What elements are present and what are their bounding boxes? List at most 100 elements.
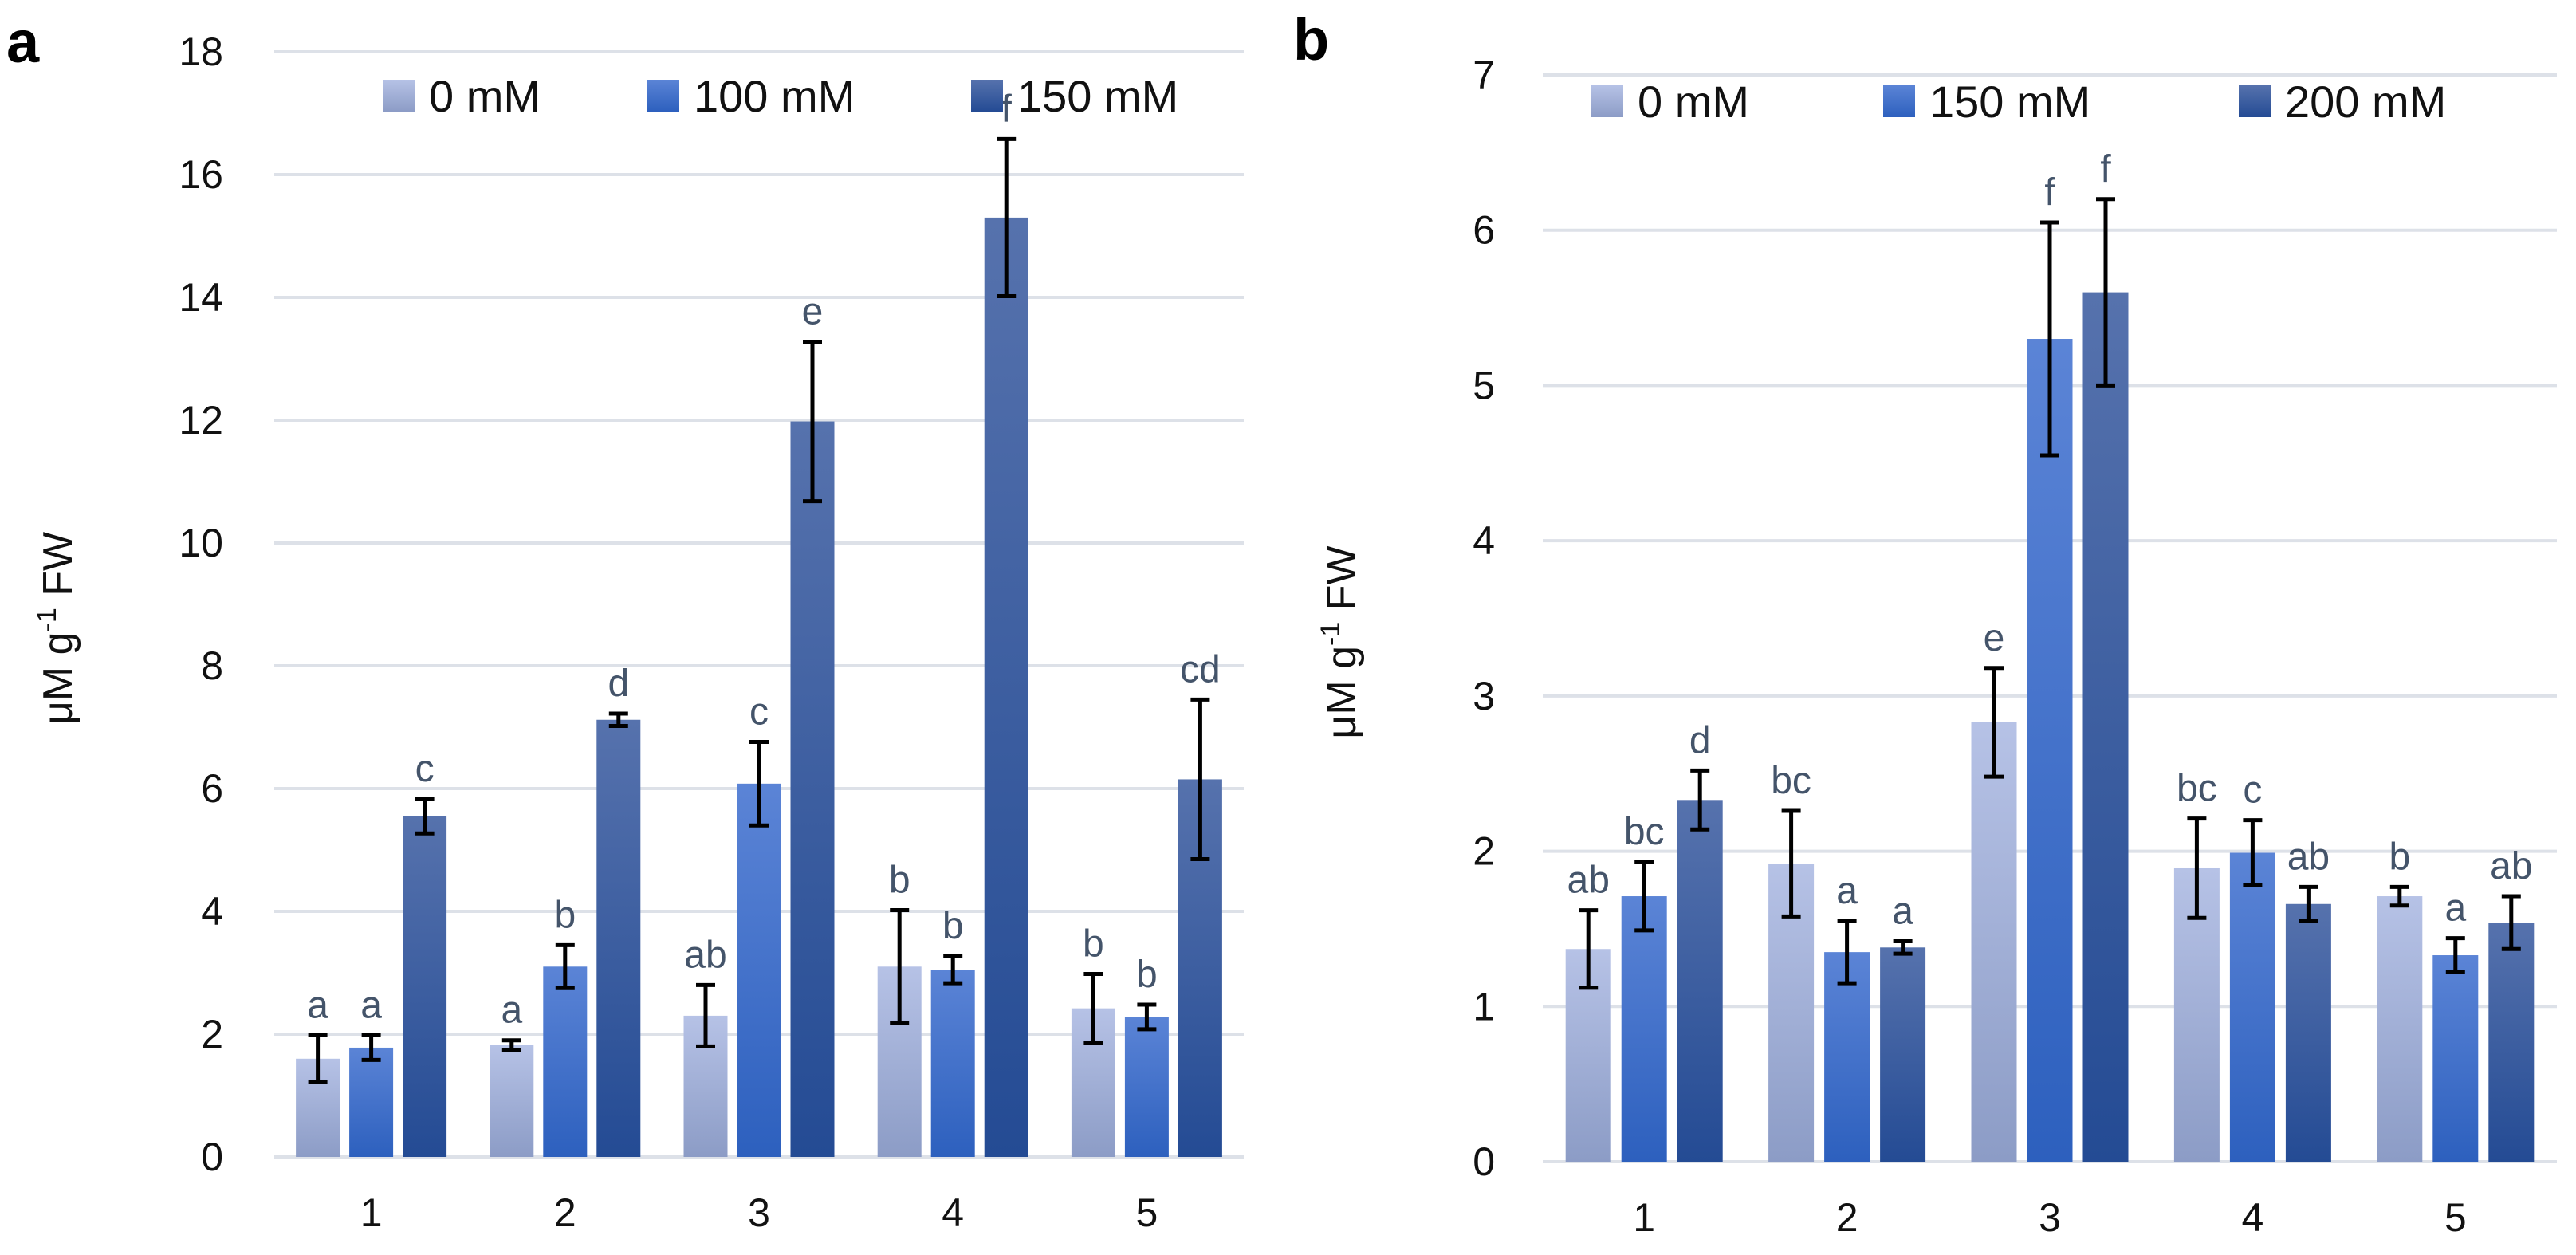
significance-letter: a (360, 985, 382, 1027)
bar (737, 783, 781, 1157)
significance-letter: b (2389, 836, 2410, 878)
bar (2027, 339, 2073, 1162)
legend-swatch (1883, 85, 1915, 117)
y-tick-label: 3 (1473, 674, 1495, 718)
bar (2377, 896, 2423, 1162)
y-tick-label: 18 (179, 30, 223, 74)
legend-label: 150 mM (1929, 77, 2090, 127)
bar (2488, 923, 2535, 1162)
legend-label: 0 mM (429, 71, 541, 121)
x-tick-label: 2 (554, 1190, 576, 1235)
y-axis-label-sup: -1 (1316, 622, 1346, 646)
y-tick-label: 12 (179, 398, 223, 443)
bar (984, 217, 1028, 1157)
y-tick-label: 16 (179, 152, 223, 197)
bar (1971, 722, 2017, 1162)
x-tick-label: 5 (1135, 1190, 1158, 1235)
significance-letter: cd (1180, 648, 1221, 690)
x-tick-label: 1 (360, 1190, 383, 1235)
significance-letter: f (2044, 171, 2055, 214)
legend-label: 150 mM (1017, 71, 1178, 121)
bar (2229, 852, 2275, 1162)
significance-letter: c (2243, 769, 2262, 812)
legend-swatch (971, 80, 1003, 112)
bar (1677, 800, 1723, 1162)
bar (1621, 896, 1667, 1162)
bar (2285, 903, 2331, 1162)
panel-label: b (1293, 6, 1329, 73)
legend-swatch (2239, 85, 2271, 117)
y-tick-label: 14 (179, 275, 223, 320)
y-tick-label: 4 (201, 889, 223, 934)
bar (490, 1045, 534, 1157)
x-tick-label: 2 (1836, 1195, 1858, 1240)
legend-swatch (647, 80, 679, 112)
y-axis-label-sup: -1 (32, 608, 62, 631)
x-tick-label: 3 (748, 1190, 770, 1235)
significance-letter: ab (2490, 845, 2532, 887)
significance-letter: ab (684, 934, 726, 976)
significance-letter: f (1001, 88, 1013, 130)
bar (930, 970, 975, 1157)
bar (403, 816, 447, 1157)
significance-letter: a (1836, 870, 1858, 912)
significance-letter: a (501, 989, 522, 1032)
significance-letter: c (415, 748, 435, 790)
significance-letter: b (554, 894, 576, 936)
bar (349, 1047, 394, 1157)
significance-letter: ab (1567, 860, 1610, 902)
significance-letter: a (307, 985, 328, 1027)
y-axis-label: μM g-1 FW (1316, 545, 1365, 738)
significance-letter: e (1984, 617, 2005, 659)
y-axis-label-tail: FW (1319, 545, 1365, 621)
y-axis-label-main: μM g (35, 631, 81, 725)
y-tick-label: 6 (201, 766, 223, 811)
y-tick-label: 0 (201, 1135, 223, 1179)
bar (1880, 947, 1926, 1162)
significance-letter: bc (1624, 811, 1665, 853)
y-tick-label: 4 (1473, 518, 1495, 563)
significance-letter: ab (2287, 836, 2330, 878)
y-tick-label: 2 (1473, 829, 1495, 874)
legend-swatch (1591, 85, 1623, 117)
bar (1824, 952, 1870, 1162)
significance-letter: d (608, 663, 629, 705)
y-tick-label: 7 (1473, 53, 1495, 97)
significance-letter: d (1689, 719, 1711, 761)
bar (543, 966, 588, 1157)
y-tick-label: 2 (201, 1012, 223, 1056)
bar (790, 421, 835, 1157)
x-tick-label: 4 (2241, 1195, 2263, 1240)
y-axis-label-main: μM g (1319, 646, 1365, 739)
significance-letter: b (1136, 954, 1158, 996)
x-tick-label: 3 (2039, 1195, 2061, 1240)
y-tick-label: 8 (201, 643, 223, 688)
bar (1124, 1017, 1169, 1157)
bar (2432, 955, 2479, 1162)
x-tick-label: 4 (942, 1190, 964, 1235)
significance-letter: a (2444, 887, 2466, 930)
bar (2082, 292, 2129, 1163)
significance-letter: e (802, 290, 824, 332)
y-axis-label: μM g-1 FW (32, 532, 81, 725)
legend-label: 200 mM (2285, 77, 2446, 127)
x-tick-label: 5 (2444, 1195, 2467, 1240)
x-tick-label: 1 (1633, 1195, 1655, 1240)
bar (596, 719, 641, 1157)
significance-letter: b (942, 905, 964, 947)
significance-letter: bc (2177, 768, 2217, 810)
y-tick-label: 5 (1473, 363, 1495, 407)
significance-letter: a (1892, 891, 1913, 933)
panel-label: a (6, 9, 40, 75)
legend-swatch (383, 80, 415, 112)
y-tick-label: 10 (179, 521, 223, 565)
significance-letter: b (1083, 923, 1104, 966)
significance-letter: bc (1771, 760, 1811, 802)
legend-label: 100 mM (694, 71, 855, 121)
significance-letter: f (2100, 148, 2111, 191)
y-tick-label: 6 (1473, 208, 1495, 253)
significance-letter: b (889, 859, 910, 901)
